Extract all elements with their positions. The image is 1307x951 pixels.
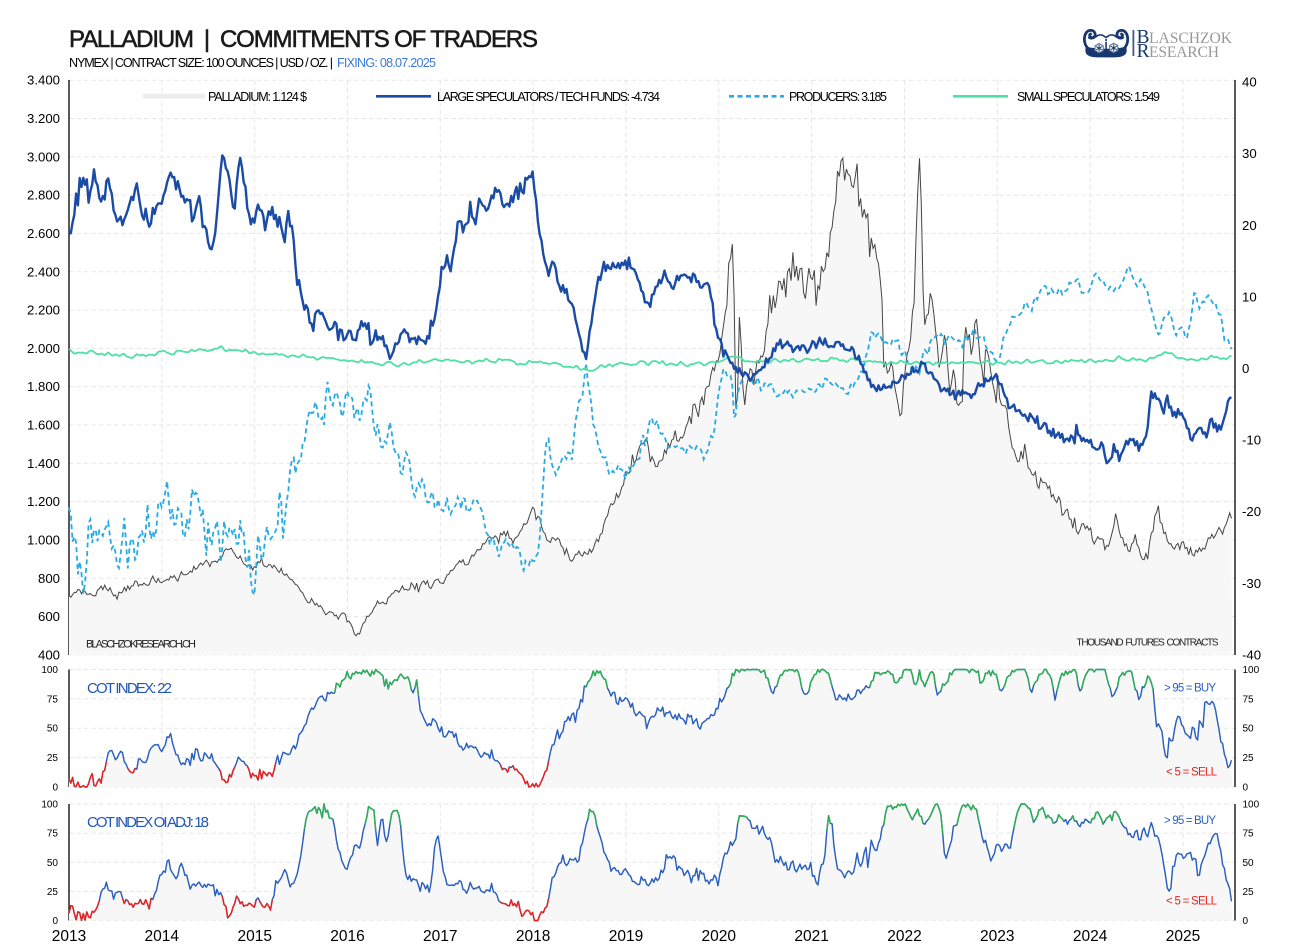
svg-text:25: 25	[1243, 753, 1255, 764]
svg-text:2017: 2017	[423, 928, 457, 945]
svg-text:2021: 2021	[794, 928, 828, 945]
svg-text:100: 100	[1243, 800, 1260, 811]
svg-text:75: 75	[47, 694, 59, 705]
svg-text:75: 75	[47, 829, 59, 840]
svg-text:1.400: 1.400	[27, 456, 60, 471]
svg-text:75: 75	[1243, 829, 1255, 840]
svg-text:-20: -20	[1242, 504, 1261, 519]
svg-text:600: 600	[38, 609, 60, 624]
svg-text:10: 10	[1242, 289, 1257, 304]
svg-text:400: 400	[38, 647, 60, 662]
svg-text:0: 0	[1242, 361, 1249, 376]
svg-text:2.000: 2.000	[27, 341, 60, 356]
svg-text:50: 50	[47, 858, 59, 869]
svg-text:0: 0	[52, 783, 58, 794]
svg-text:25: 25	[1243, 887, 1255, 898]
svg-text:75: 75	[1243, 694, 1255, 705]
svg-text:BLASCHZOKRESEARCH.CH: BLASCHZOKRESEARCH.CH	[86, 639, 196, 651]
svg-text:3.200: 3.200	[27, 111, 60, 126]
svg-text:COT INDEX OI ADJ: 18: COT INDEX OI ADJ: 18	[87, 814, 209, 831]
svg-text:1.800: 1.800	[27, 379, 60, 394]
svg-text:THOUSAND FUTURES CONTRACTS: THOUSAND FUTURES CONTRACTS	[1077, 638, 1219, 649]
svg-text:3.000: 3.000	[27, 149, 60, 164]
svg-text:SMALL SPECULATORS: 1.549: SMALL SPECULATORS: 1.549	[1017, 90, 1160, 104]
svg-text:2015: 2015	[237, 928, 271, 945]
svg-text:> 95 = BUY: > 95 = BUY	[1164, 683, 1216, 695]
svg-text:2022: 2022	[887, 928, 921, 945]
svg-text:0: 0	[52, 916, 58, 927]
svg-text:PRODUCERS: 3.185: PRODUCERS: 3.185	[789, 90, 887, 104]
svg-text:0: 0	[1243, 916, 1249, 927]
svg-text:2018: 2018	[516, 928, 550, 945]
svg-text:2.400: 2.400	[27, 264, 60, 279]
svg-text:2.800: 2.800	[27, 188, 60, 203]
svg-text:2019: 2019	[609, 928, 643, 945]
svg-text:-10: -10	[1242, 433, 1261, 448]
svg-text:2013: 2013	[52, 928, 86, 945]
svg-text:2016: 2016	[330, 928, 364, 945]
svg-text:25: 25	[47, 753, 59, 764]
svg-text:50: 50	[47, 724, 59, 735]
svg-text:50: 50	[1243, 724, 1255, 735]
svg-text:3.400: 3.400	[27, 73, 60, 88]
svg-text:LARGE SPECULATORS / TECH FUNDS: LARGE SPECULATORS / TECH FUNDS: -4.734	[437, 90, 660, 104]
svg-text:2.600: 2.600	[27, 226, 60, 241]
svg-text:0: 0	[1243, 783, 1249, 794]
svg-text:R: R	[1137, 41, 1150, 62]
svg-text:20: 20	[1242, 218, 1257, 233]
svg-text:2014: 2014	[145, 928, 180, 945]
svg-text:40: 40	[1242, 75, 1257, 90]
svg-text:COT INDEX: 22: COT INDEX: 22	[87, 680, 172, 697]
svg-text:FIXING: 08.07.2025: FIXING: 08.07.2025	[337, 56, 436, 70]
svg-text:B: B	[1137, 27, 1150, 48]
svg-text:2025: 2025	[1166, 928, 1200, 945]
svg-text:1.600: 1.600	[27, 418, 60, 433]
svg-text:NYMEX | CONTRACT SIZE: 100 OUN: NYMEX | CONTRACT SIZE: 100 OUNCES | USD …	[69, 56, 333, 70]
svg-text:2.200: 2.200	[27, 303, 60, 318]
svg-text:-40: -40	[1242, 647, 1261, 662]
svg-text:25: 25	[47, 887, 59, 898]
svg-text:100: 100	[41, 800, 58, 811]
svg-text:30: 30	[1242, 146, 1257, 161]
svg-text:-30: -30	[1242, 576, 1261, 591]
svg-text:1.200: 1.200	[27, 494, 60, 509]
svg-text:800: 800	[38, 571, 60, 586]
svg-text:2023: 2023	[980, 928, 1014, 945]
svg-text:PALLADIUM | COMMITMENTS OF T: PALLADIUM | COMMITMENTS OF TRADERS	[69, 26, 538, 53]
svg-text:< 5 = SELL: < 5 = SELL	[1166, 767, 1218, 779]
svg-text:LASCHZOK: LASCHZOK	[1149, 30, 1233, 47]
svg-text:100: 100	[1243, 665, 1260, 676]
svg-text:> 95 = BUY: > 95 = BUY	[1164, 815, 1216, 827]
svg-text:2020: 2020	[702, 928, 737, 945]
svg-text:100: 100	[41, 665, 58, 676]
svg-text:2024: 2024	[1073, 928, 1108, 945]
svg-text:1.000: 1.000	[27, 533, 60, 548]
svg-text:< 5 = SELL: < 5 = SELL	[1166, 896, 1218, 908]
svg-text:50: 50	[1243, 858, 1255, 869]
svg-text:PALLADIUM: 1.124 $: PALLADIUM: 1.124 $	[208, 90, 307, 104]
svg-text:ESEARCH: ESEARCH	[1149, 44, 1219, 61]
